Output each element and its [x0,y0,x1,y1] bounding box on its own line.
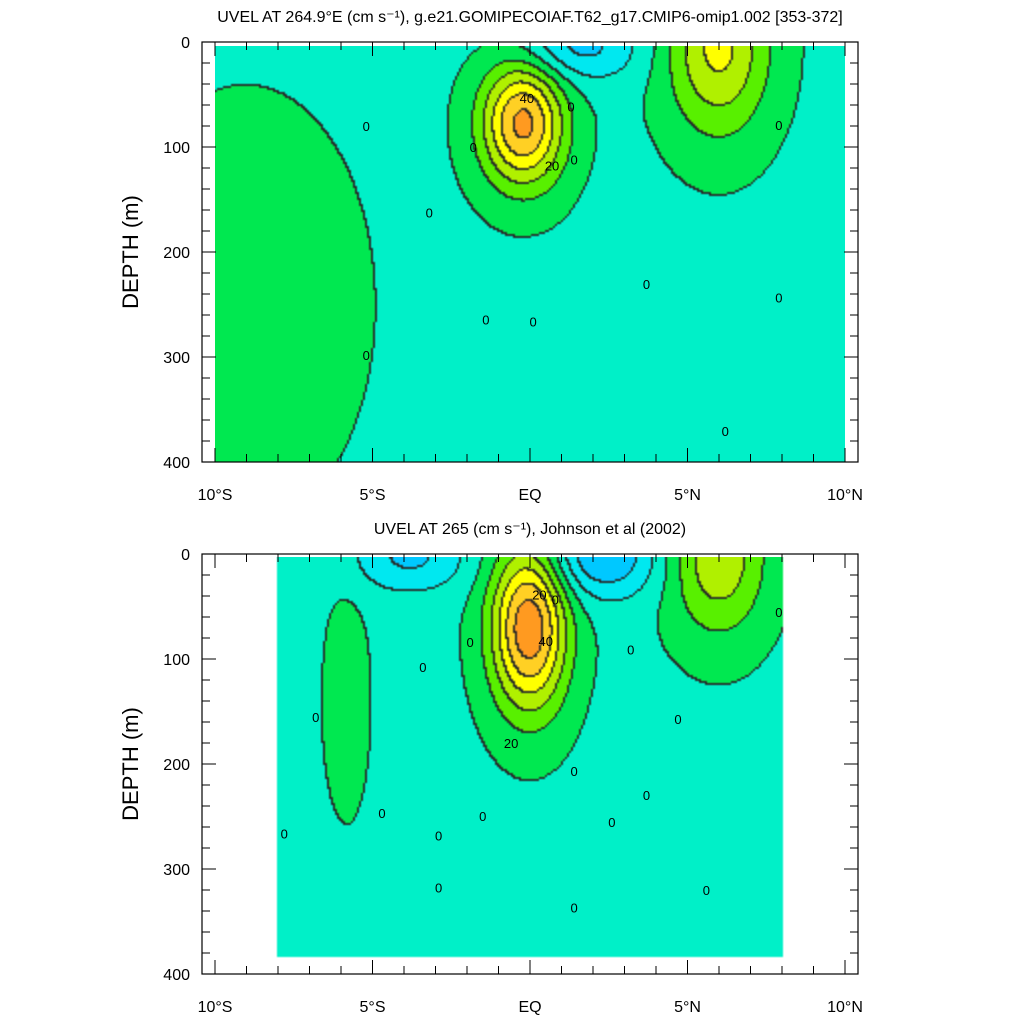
contour-label: 0 [775,118,782,133]
panel-model: UVEL AT 264.9°E (cm s⁻¹), g.e21.GOMIPECO… [118,9,863,504]
y-tick-label: 200 [163,245,190,262]
contour-label: 0 [643,788,650,803]
contour-label: 0 [470,140,477,155]
contour-label: 20 [545,159,559,174]
contour-label: 0 [570,152,577,167]
contour-label: 0 [775,291,782,306]
contour-label: 0 [570,900,577,915]
y-tick-label: 100 [163,652,190,669]
contour-label: 0 [627,643,634,658]
x-axis: 10°S 5°S EQ 5°N 10°N [198,554,863,1016]
contour-label: 0 [281,827,288,842]
contour-label: 0 [775,605,782,620]
contour-label: 0 [674,712,681,727]
contour-label: 20 [532,587,546,602]
x-axis: 10°S 5°S EQ 5°N 10°N [198,42,863,504]
contour-label: 0 [435,881,442,896]
y-axis-label: DEPTH (m) [118,195,143,309]
y-tick-label: 400 [163,455,190,472]
contour-label: 40 [539,634,553,649]
contour-label: 0 [312,710,319,725]
y-tick-label: 0 [181,547,190,564]
contour-label: 0 [552,593,559,608]
contour-label: 0 [482,313,489,328]
contour-labels: 20 40 20 0 0 0 0 0 0 0 0 0 0 0 0 0 0 0 0 0 [281,587,783,915]
panel-observations: UVEL AT 265 (cm s⁻¹), Johnson et al (200… [118,521,863,1016]
panel-title: UVEL AT 265 (cm s⁻¹), Johnson et al (200… [374,521,686,538]
x-tick-label: 5°N [674,999,701,1016]
x-tick-label: EQ [518,999,541,1016]
contour-label: 0 [722,424,729,439]
contour-label: 0 [703,883,710,898]
contour-label: 0 [467,635,474,650]
y-tick-label: 200 [163,757,190,774]
y-tick-label: 100 [163,140,190,157]
contour-label: 0 [378,806,385,821]
contour-label: 0 [570,764,577,779]
contour-label: 0 [419,660,426,675]
y-tick-label: 300 [163,350,190,367]
x-tick-label: 10°S [198,487,233,504]
contour-label: 0 [567,99,574,114]
y-tick-label: 400 [163,967,190,984]
x-tick-label: 5°N [674,487,701,504]
y-axis-label: DEPTH (m) [118,707,143,821]
x-tick-label: 10°N [827,999,863,1016]
contour-label: 0 [363,348,370,363]
x-tick-label: 5°S [360,487,386,504]
contour-label: 20 [504,736,518,751]
contour-label: 0 [363,119,370,134]
x-tick-label: EQ [518,487,541,504]
contour-label: 0 [530,315,537,330]
panel-title: UVEL AT 264.9°E (cm s⁻¹), g.e21.GOMIPECO… [217,9,843,26]
velocity-contour-field [215,46,845,462]
contour-label: 0 [435,829,442,844]
contour-label: 0 [426,205,433,220]
contour-labels: 40 20 0 0 0 0 0 0 0 0 0 0 0 0 [363,91,783,439]
velocity-contour-field [215,557,845,973]
contour-label: 0 [643,277,650,292]
x-tick-label: 5°S [360,999,386,1016]
contour-label: 40 [520,91,534,106]
contour-label: 0 [479,809,486,824]
x-tick-label: 10°S [198,999,233,1016]
contour-label: 0 [608,815,615,830]
y-tick-label: 0 [181,35,190,52]
x-tick-label: 10°N [827,487,863,504]
y-tick-label: 300 [163,862,190,879]
